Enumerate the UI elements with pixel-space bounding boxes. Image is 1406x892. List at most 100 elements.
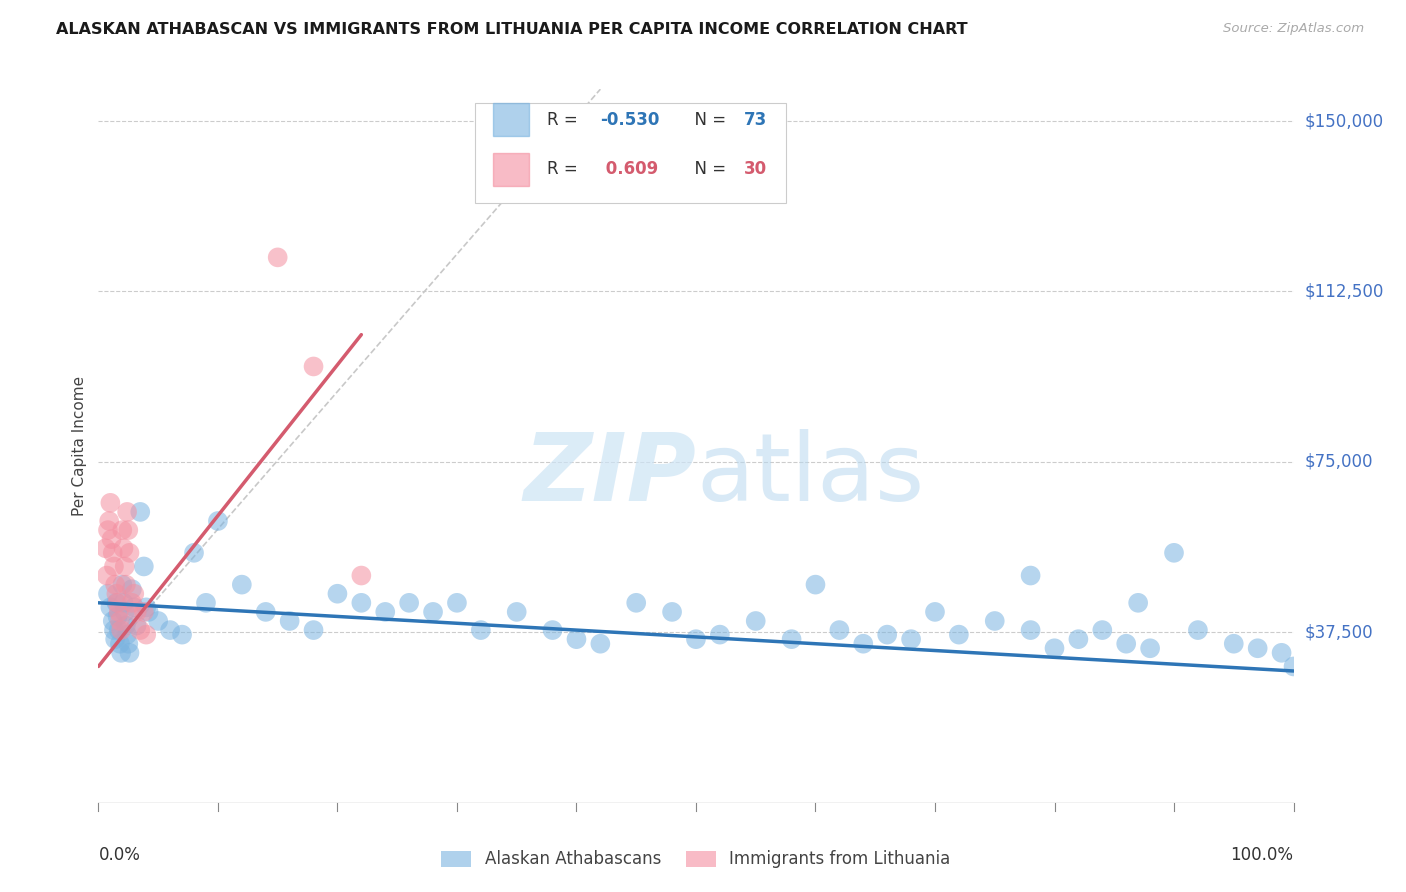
Point xyxy=(1246,641,1268,656)
Point xyxy=(135,627,157,641)
Point xyxy=(470,623,492,637)
Bar xyxy=(494,103,529,136)
Point xyxy=(1282,659,1305,673)
Point xyxy=(107,605,129,619)
Point xyxy=(422,605,444,619)
Point xyxy=(125,605,148,619)
Point xyxy=(302,359,325,374)
Text: -0.530: -0.530 xyxy=(600,111,659,128)
Point xyxy=(1187,623,1209,637)
Point xyxy=(108,614,131,628)
Point xyxy=(172,627,194,641)
Point xyxy=(111,577,134,591)
Point xyxy=(101,546,124,560)
Point xyxy=(100,532,122,546)
Point xyxy=(194,596,217,610)
Point xyxy=(948,627,970,641)
Point xyxy=(112,541,135,556)
Point xyxy=(103,623,125,637)
Text: R =: R = xyxy=(547,111,582,128)
Point xyxy=(983,614,1005,628)
Point xyxy=(101,614,124,628)
Point xyxy=(112,596,135,610)
Point xyxy=(124,587,146,601)
Point xyxy=(231,577,253,591)
Point xyxy=(207,514,229,528)
Point xyxy=(114,559,136,574)
Point xyxy=(132,559,155,574)
Text: N =: N = xyxy=(685,161,731,178)
Point xyxy=(107,596,129,610)
Point xyxy=(398,596,420,610)
Point xyxy=(121,596,143,610)
Point xyxy=(1115,637,1137,651)
Point xyxy=(129,623,152,637)
Point xyxy=(117,637,139,651)
Point xyxy=(138,605,160,619)
Point xyxy=(117,523,139,537)
Point xyxy=(103,559,125,574)
Point xyxy=(107,623,129,637)
Point xyxy=(110,646,132,660)
Point xyxy=(115,618,138,632)
Point xyxy=(132,605,155,619)
Point xyxy=(108,637,131,651)
Text: 100.0%: 100.0% xyxy=(1230,846,1294,863)
Legend: Alaskan Athabascans, Immigrants from Lithuania: Alaskan Athabascans, Immigrants from Lit… xyxy=(433,842,959,877)
Point xyxy=(121,582,143,597)
Text: 30: 30 xyxy=(744,161,766,178)
Point xyxy=(1019,623,1042,637)
Point xyxy=(685,632,707,647)
Point xyxy=(98,600,122,615)
Point xyxy=(111,523,134,537)
Point xyxy=(804,577,827,591)
Point xyxy=(110,623,132,637)
Point xyxy=(135,600,157,615)
Point xyxy=(924,605,946,619)
Point xyxy=(125,618,148,632)
Point xyxy=(267,251,290,265)
Point xyxy=(98,514,121,528)
Text: ALASKAN ATHABASCAN VS IMMIGRANTS FROM LITHUANIA PER CAPITA INCOME CORRELATION CH: ALASKAN ATHABASCAN VS IMMIGRANTS FROM LI… xyxy=(56,22,967,37)
Point xyxy=(1271,646,1294,660)
Point xyxy=(1091,623,1114,637)
Text: $75,000: $75,000 xyxy=(1305,453,1374,471)
Point xyxy=(350,596,373,610)
Bar xyxy=(475,103,786,203)
Point xyxy=(105,587,128,601)
Point xyxy=(94,541,117,556)
Point xyxy=(350,568,373,582)
Point xyxy=(506,605,529,619)
Point xyxy=(1222,637,1246,651)
Point xyxy=(115,577,138,591)
Point xyxy=(129,505,152,519)
Text: $112,500: $112,500 xyxy=(1305,283,1384,301)
Point xyxy=(118,646,141,660)
Point xyxy=(828,623,851,637)
Text: $150,000: $150,000 xyxy=(1305,112,1384,130)
Point xyxy=(114,605,136,619)
Point xyxy=(97,523,120,537)
Point xyxy=(624,596,647,610)
Point xyxy=(900,632,922,647)
Text: N =: N = xyxy=(685,111,731,128)
Point xyxy=(105,596,128,610)
Point xyxy=(1043,641,1066,656)
Point xyxy=(1019,568,1042,582)
Point xyxy=(1163,546,1185,560)
Point xyxy=(852,637,875,651)
Point xyxy=(183,546,205,560)
Text: atlas: atlas xyxy=(696,428,924,521)
Text: 0.0%: 0.0% xyxy=(98,846,141,863)
Y-axis label: Per Capita Income: Per Capita Income xyxy=(72,376,87,516)
Point xyxy=(115,627,138,641)
Point xyxy=(876,627,898,641)
Point xyxy=(148,614,170,628)
Text: 0.609: 0.609 xyxy=(600,161,658,178)
Point xyxy=(115,505,138,519)
Point xyxy=(326,587,349,601)
Point xyxy=(118,546,141,560)
Point xyxy=(374,605,396,619)
Point xyxy=(780,632,803,647)
Point xyxy=(98,496,122,510)
